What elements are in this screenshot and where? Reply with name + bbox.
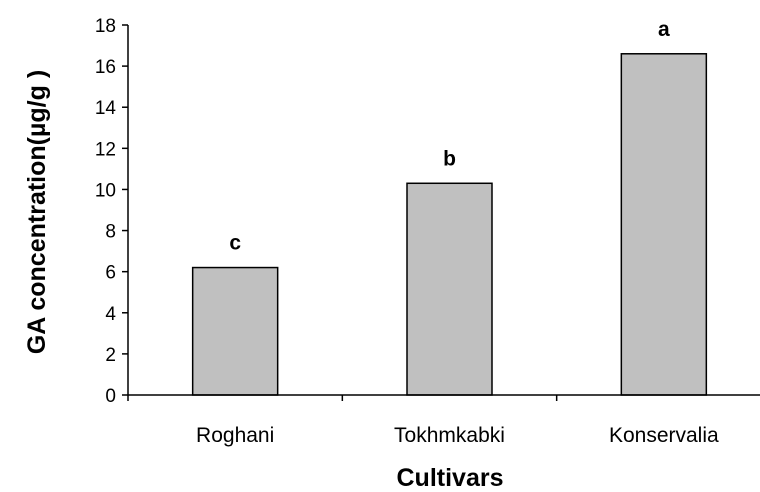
significance-letter: b — [443, 147, 456, 170]
y-tick-label: 12 — [95, 139, 116, 160]
bar-roghani — [191, 266, 279, 396]
x-category-label: Roghani — [196, 424, 274, 447]
y-tick-label: 6 — [105, 263, 116, 284]
y-tick-label: 0 — [105, 386, 116, 407]
y-tick-label: 10 — [95, 180, 116, 201]
y-tick-label: 18 — [95, 16, 116, 37]
y-tick-label: 8 — [105, 222, 116, 243]
bars — [191, 53, 708, 396]
bar-tokhmkabki — [406, 182, 493, 396]
significance-labels: c b a — [229, 18, 670, 255]
x-category-label: Tokhmkabki — [394, 424, 505, 447]
y-axis-ticks: 0 2 4 6 8 10 12 14 16 18 — [95, 16, 128, 407]
significance-letter: a — [658, 18, 670, 41]
significance-letter: c — [229, 232, 241, 255]
y-tick-label: 16 — [95, 57, 116, 78]
y-tick-label: 4 — [105, 304, 116, 325]
x-category-label: Konservalia — [609, 424, 719, 447]
y-tick-label: 14 — [95, 98, 117, 119]
bar-konservalia — [620, 53, 708, 396]
x-axis-category-labels: Roghani Tokhmkabki Konservalia — [127, 395, 719, 447]
x-axis-title: Cultivars — [397, 464, 504, 492]
y-axis-title: GA concentration(µg/g ) — [23, 70, 51, 354]
y-tick-label: 2 — [105, 345, 116, 366]
